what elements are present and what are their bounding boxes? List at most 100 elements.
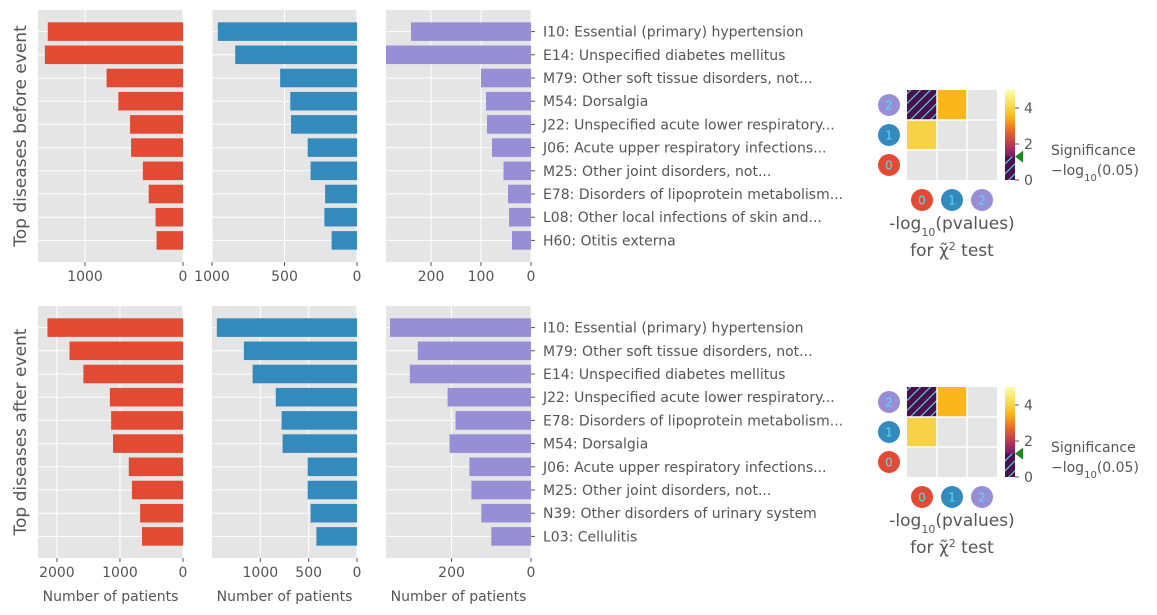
bar-after-c0-7 <box>131 480 183 500</box>
col-cluster-label: 2 <box>978 491 986 505</box>
bar-before-c0-6 <box>142 161 183 181</box>
bar-before-c0-9 <box>156 231 183 250</box>
bar-after-c0-6 <box>128 457 183 477</box>
bar-before-c0-2 <box>106 68 183 88</box>
heatmap-cell <box>937 387 967 417</box>
bar-panel-before-cluster-2: 200 100 0 <box>386 10 535 285</box>
col-cluster-label: 1 <box>948 491 956 505</box>
heatmap-cell <box>937 417 967 447</box>
y-axis-label: Top diseases before event <box>11 25 31 248</box>
colorbar-tick-label: 4 <box>1024 101 1033 117</box>
x-tick-label: 500 <box>295 565 322 581</box>
bar-panel-before-cluster-0: 1000 0 <box>38 10 187 285</box>
threshold-marker <box>1015 150 1023 163</box>
category-label: E78: Disorders of lipoprotein metabolism… <box>543 187 843 203</box>
bar-before-c1-7 <box>325 184 357 204</box>
col-cluster-label: 0 <box>918 194 926 208</box>
bar-after-c1-2 <box>252 364 357 384</box>
bar-after-c2-3 <box>447 387 531 407</box>
heatmap-cell <box>907 387 937 417</box>
row-cluster-badge <box>878 391 900 413</box>
heatmap-cell <box>907 447 937 477</box>
row-cluster-label: 2 <box>885 396 893 410</box>
category-label: E14: Unspecified diabetes mellitus <box>543 367 785 383</box>
bar-before-c0-4 <box>130 115 183 134</box>
x-tick-label: 0 <box>527 269 536 285</box>
bar-before-c1-9 <box>331 231 357 250</box>
category-label: J06: Acute upper respiratory infections.… <box>542 141 827 157</box>
bar-after-c1-5 <box>282 434 357 453</box>
row-cluster-label: 1 <box>885 129 893 143</box>
bar-after-c2-8 <box>481 503 531 523</box>
row-cluster-badge <box>878 154 900 176</box>
bar-after-c1-6 <box>307 457 357 477</box>
bar-after-c0-8 <box>140 503 183 523</box>
heatmap-cell <box>967 90 997 120</box>
bar-before-c2-4 <box>487 115 531 134</box>
row-cluster-badge <box>878 124 900 146</box>
x-tick-label: 1000 <box>67 269 103 285</box>
bar-after-c0-4 <box>111 411 183 430</box>
col-cluster-badge <box>971 189 993 211</box>
category-label: L03: Cellulitis <box>543 529 637 545</box>
colorbar-before: 4 2 0 Significance −log10(0.05) <box>1005 90 1139 189</box>
bar-before-c2-7 <box>508 184 531 204</box>
col-cluster-badge <box>971 486 993 508</box>
x-tick-label: 200 <box>438 565 465 581</box>
col-cluster-label: 1 <box>948 194 956 208</box>
x-tick-label: 0 <box>179 565 188 581</box>
x-axis-label: Number of patients <box>391 589 527 605</box>
bar-before-c0-3 <box>118 91 183 111</box>
row-cluster-label: 0 <box>885 159 893 173</box>
category-label: E14: Unspecified diabetes mellitus <box>543 48 785 64</box>
bar-before-c2-5 <box>492 138 531 157</box>
bar-before-c0-5 <box>131 138 183 157</box>
x-tick-label: 100 <box>468 269 495 285</box>
bar-after-c2-5 <box>449 434 531 453</box>
category-label: M79: Other soft tissue disorders, not... <box>543 344 813 360</box>
x-tick-label: 1000 <box>194 269 230 285</box>
heatmap-cell <box>967 417 997 447</box>
bar-before-c1-8 <box>324 207 357 227</box>
heatmap-cell <box>967 387 997 417</box>
col-cluster-badge <box>911 486 933 508</box>
x-tick-label: 500 <box>271 269 298 285</box>
category-label: E78: Disorders of lipoprotein metabolism… <box>543 413 843 429</box>
colorbar-tick-label: 4 <box>1024 398 1033 414</box>
bar-after-c2-4 <box>455 411 531 430</box>
x-tick-label: 0 <box>527 565 536 581</box>
heatmap-cell <box>967 120 997 150</box>
bar-after-c2-9 <box>491 527 531 546</box>
bar-before-c2-8 <box>509 207 531 227</box>
heatmap-cell <box>907 150 937 180</box>
colorbar-gradient <box>1005 387 1015 477</box>
bar-after-c2-2 <box>409 364 531 384</box>
category-label: I10: Essential (primary) hypertension <box>543 321 804 337</box>
colorbar-hatched-region <box>1005 453 1015 477</box>
bar-after-c2-7 <box>471 480 531 500</box>
bar-after-c0-2 <box>83 364 183 384</box>
bar-before-c2-3 <box>486 91 531 111</box>
x-tick-label: 0 <box>353 269 362 285</box>
heatmap-title-line1: -log10(pvalues) <box>889 214 1014 239</box>
category-label: N39: Other disorders of urinary system <box>543 506 817 522</box>
significance-label: Significance <box>1051 143 1136 159</box>
x-tick-label: 0 <box>353 565 362 581</box>
bar-before-c2-1 <box>386 45 531 65</box>
heatmap-title-line2: for χ̃2 test <box>910 537 994 559</box>
bar-before-c2-6 <box>503 161 531 181</box>
bar-before-c0-8 <box>155 207 183 227</box>
significance-label: Significance <box>1051 440 1136 456</box>
row-cluster-badge <box>878 94 900 116</box>
heatmap-cell <box>937 447 967 477</box>
colorbar-tick-label: 2 <box>1024 137 1033 153</box>
heatmap-cell <box>967 150 997 180</box>
category-label: H60: Otitis externa <box>543 233 676 249</box>
bar-after-c2-6 <box>469 457 531 477</box>
bar-after-c0-3 <box>109 387 183 407</box>
col-cluster-badge <box>911 189 933 211</box>
heatmap-cell <box>937 120 967 150</box>
bar-after-c1-0 <box>216 318 357 337</box>
colorbar-gradient <box>1005 90 1015 180</box>
